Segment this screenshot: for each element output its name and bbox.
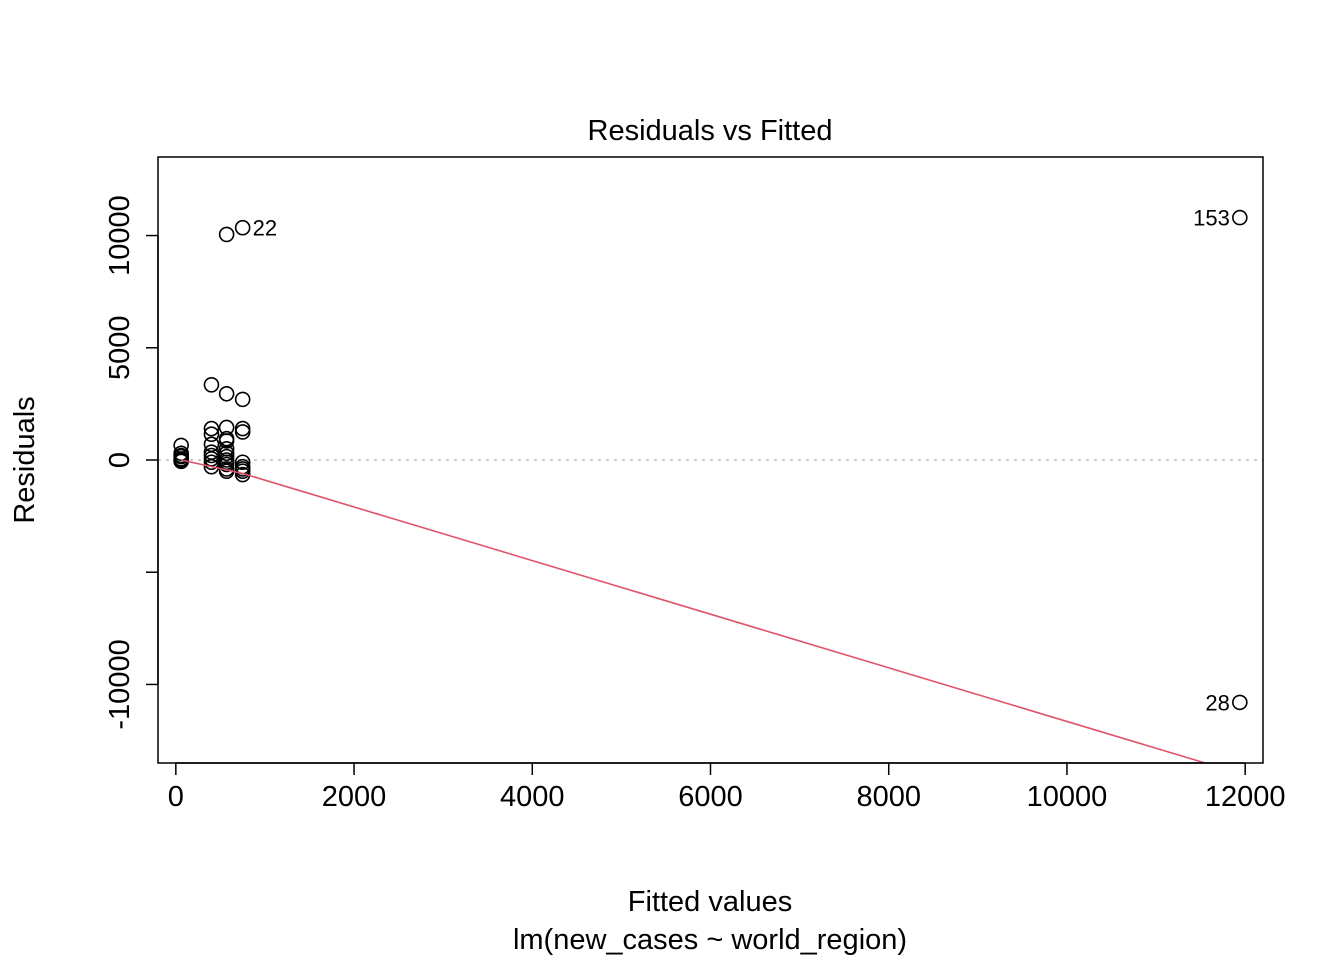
data-point	[218, 226, 235, 243]
data-point	[218, 433, 235, 449]
x-tick-label: 12000	[1205, 781, 1286, 813]
point-label: 153	[1193, 206, 1230, 231]
y-tick-label: -10000	[104, 639, 136, 729]
plot-area	[158, 209, 1263, 763]
x-axis-subtitle: lm(new_cases ~ world_region)	[513, 924, 907, 956]
y-axis: -10000 0 5000 10000	[104, 195, 159, 730]
data-point	[173, 447, 189, 464]
data-point	[203, 444, 220, 460]
y-tick-label: 5000	[104, 316, 136, 381]
x-tick-label: 10000	[1027, 781, 1108, 813]
data-point	[234, 461, 251, 477]
x-axis-title: Fitted values	[628, 886, 792, 918]
data-point	[203, 426, 220, 442]
data-point	[234, 466, 251, 483]
x-tick-label: 6000	[678, 781, 743, 813]
data-point	[218, 385, 235, 402]
y-tick-label: 0	[104, 452, 136, 468]
data-point	[234, 391, 251, 408]
data-point	[234, 454, 251, 471]
x-axis: 0 2000 4000 6000 8000 10000 12000	[168, 762, 1286, 813]
data-point	[203, 420, 220, 437]
y-tick-label: 10000	[104, 195, 136, 276]
data-point	[1232, 694, 1248, 711]
point-label: 28	[1205, 690, 1229, 715]
smooth-line	[180, 459, 1206, 763]
data-point	[234, 420, 251, 437]
x-tick-label: 8000	[856, 781, 921, 813]
data-point	[1232, 209, 1248, 226]
x-tick-label: 2000	[322, 781, 387, 813]
x-tick-label: 0	[168, 781, 184, 813]
chart-title: Residuals vs Fitted	[588, 115, 833, 147]
y-axis-title: Residuals	[9, 396, 41, 523]
data-point	[234, 219, 251, 236]
data-point	[203, 377, 220, 393]
x-tick-label: 4000	[500, 781, 565, 813]
data-point	[203, 454, 220, 471]
point-label: 22	[253, 216, 277, 241]
data-point	[234, 424, 251, 440]
data-point	[173, 452, 189, 468]
